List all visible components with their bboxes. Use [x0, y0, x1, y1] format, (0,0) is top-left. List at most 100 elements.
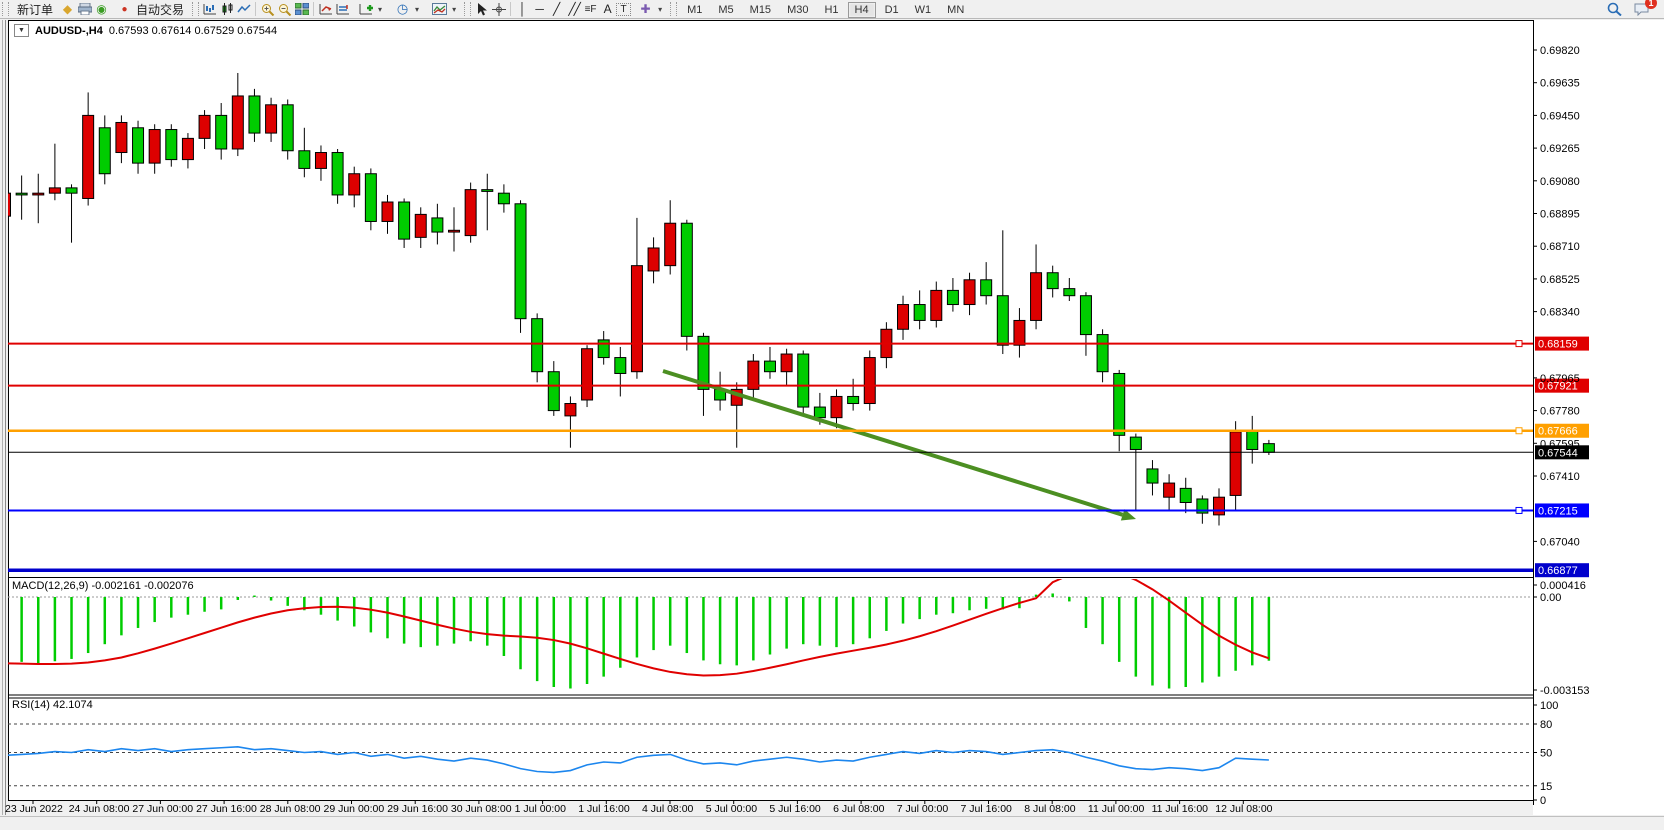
trend-arrow-head	[1120, 509, 1136, 521]
candle	[331, 148, 344, 204]
candle	[1113, 369, 1126, 452]
candle	[697, 332, 710, 416]
candle	[1079, 292, 1092, 356]
timeframe-m30[interactable]: M30	[787, 4, 809, 16]
arrows-button[interactable]: ✚ ▾	[631, 0, 668, 19]
candle-body	[630, 265, 643, 373]
line-chart-icon[interactable]	[235, 2, 252, 17]
rsi-indicator-label: RSI(14) 42.1074	[12, 699, 93, 711]
timeframe-w1[interactable]: W1	[914, 4, 932, 16]
toolbar-grip	[192, 2, 200, 16]
time-tick-label: 11 Jul 00:00	[1088, 803, 1145, 815]
signal-icon[interactable]: ◉	[96, 2, 107, 16]
candle	[464, 182, 477, 243]
auto-trading-button[interactable]: ● 自动交易	[110, 0, 190, 20]
toolbar-grip	[2, 2, 9, 16]
candle	[181, 133, 194, 169]
zoom-in-icon[interactable]	[259, 2, 276, 17]
chart-collapse-button[interactable]: ▼	[14, 24, 29, 37]
rsi-tick-label: 50	[1540, 748, 1552, 760]
template-button[interactable]: ▾	[425, 0, 462, 19]
trendline-icon[interactable]: ╱	[552, 2, 561, 16]
candle-body	[1246, 429, 1259, 450]
timeframe-mn[interactable]: MN	[947, 4, 965, 16]
price-tick-label: 0.67040	[1540, 536, 1580, 548]
axis-background	[1533, 20, 1664, 815]
macd-tick-label: 0.00	[1540, 592, 1561, 604]
indicator-window-icon[interactable]	[317, 2, 334, 17]
candlestick-icon[interactable]	[218, 2, 235, 17]
bar-chart-icon[interactable]	[201, 2, 218, 17]
price-tick-label: 0.67595	[1540, 438, 1580, 450]
macd-pane[interactable]	[5, 570, 1533, 689]
candle-body	[680, 222, 693, 337]
timeframe-h4[interactable]: H4	[847, 2, 876, 18]
candle	[946, 278, 959, 312]
candle-body	[431, 217, 444, 233]
timeframe-m5[interactable]: M5	[718, 4, 734, 16]
candle	[1063, 278, 1076, 301]
candle	[1129, 433, 1142, 510]
level-line-handle[interactable]	[1515, 427, 1523, 435]
main-pane[interactable]	[0, 72, 1275, 526]
rsi-pane[interactable]	[5, 723, 1533, 787]
new-order-button[interactable]: 新订单	[11, 0, 59, 20]
chart-background[interactable]	[8, 20, 1533, 800]
candle	[148, 124, 161, 174]
text-label-icon[interactable]: T	[616, 2, 632, 16]
candle	[930, 281, 943, 328]
candle	[863, 350, 876, 411]
candle	[481, 173, 494, 231]
candle	[65, 184, 78, 243]
candle-body	[414, 213, 427, 238]
search-icon[interactable]	[1606, 2, 1623, 17]
candle-body	[48, 187, 61, 194]
candle	[348, 166, 361, 208]
time-tick-label: 29 Jun 00:00	[324, 803, 385, 815]
candle-body	[132, 127, 145, 164]
zoom-out-icon[interactable]	[276, 2, 293, 17]
candle	[763, 346, 776, 379]
crosshair-icon[interactable]	[490, 2, 507, 17]
channel-icon[interactable]: ╱╱	[568, 2, 580, 16]
price-tag	[1535, 378, 1589, 393]
rsi-tick-label: 100	[1540, 700, 1558, 712]
fibonacci-icon[interactable]: ≡F	[584, 3, 597, 15]
vertical-line-icon[interactable]: │	[518, 2, 527, 16]
time-tick-label: 29 Jun 16:00	[387, 803, 448, 815]
timeframe-m15[interactable]: M15	[749, 4, 772, 16]
level-line-handle[interactable]	[1515, 506, 1523, 514]
print-icon[interactable]	[76, 2, 93, 17]
candle-body	[265, 104, 278, 134]
candle	[381, 194, 394, 234]
candle-body	[531, 318, 544, 373]
cursor-icon[interactable]	[473, 2, 490, 17]
horizontal-line-icon[interactable]: ─	[535, 2, 544, 16]
timeframe-m1[interactable]: M1	[687, 4, 703, 16]
candle	[1163, 474, 1176, 510]
period-button[interactable]: ◷ ▾	[388, 0, 425, 19]
notifications-button[interactable]: 1	[1633, 0, 1657, 17]
text-icon[interactable]: A	[603, 2, 612, 16]
time-tick-label: 24 Jun 08:00	[69, 803, 130, 815]
timeframe-d1[interactable]: D1	[884, 4, 899, 16]
top-toolbar: 新订单 ◆ ◉ ● 自动交易 ▾ ◷ ▾ ▾	[0, 0, 1664, 19]
macd-tick-label: 0.000416	[1540, 580, 1586, 592]
candle-body	[697, 335, 710, 390]
indicator-list-icon[interactable]	[334, 2, 351, 17]
candle	[231, 72, 244, 157]
level-line-handle[interactable]	[1515, 340, 1523, 348]
timeframe-h1[interactable]: H1	[824, 4, 839, 16]
add-indicator-button[interactable]: ▾	[351, 0, 388, 19]
crystal-icon[interactable]: ◆	[62, 2, 73, 16]
tile-windows-icon[interactable]	[293, 2, 310, 17]
candle	[198, 110, 211, 149]
candle	[614, 346, 627, 397]
price-tick-label: 0.69450	[1540, 110, 1580, 122]
time-tick-label: 27 Jun 00:00	[132, 803, 193, 815]
candle-body	[1113, 372, 1126, 436]
price-tick-label: 0.68895	[1540, 209, 1580, 221]
trend-arrow-line[interactable]	[662, 369, 1124, 517]
time-tick-label: 5 Jul 16:00	[769, 803, 821, 815]
